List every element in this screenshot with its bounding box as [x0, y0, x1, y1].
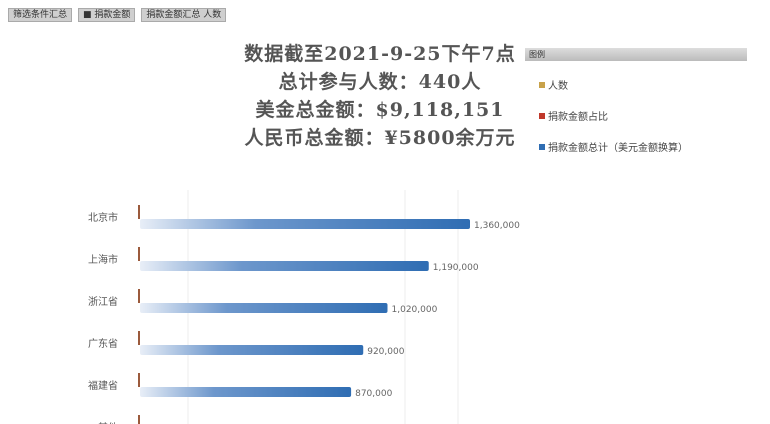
bar — [140, 387, 352, 397]
category-label: 北京市 — [88, 211, 118, 224]
count-marker — [138, 289, 140, 303]
bar — [140, 261, 429, 271]
bar — [140, 303, 388, 313]
legend-swatch — [539, 112, 545, 119]
legend: 图例 人数 捐款金额占比 捐款金额总计（美元金额换算） — [525, 48, 747, 154]
legend-label: 捐款金额占比 — [548, 112, 608, 123]
legend-label: 人数 — [548, 81, 568, 92]
value-label: 1,360,000 — [474, 221, 520, 231]
filter-chip[interactable]: 筛选条件汇总 — [8, 8, 73, 22]
count-marker — [138, 205, 140, 219]
legend-swatch — [539, 143, 545, 150]
value-label: 920,000 — [367, 347, 404, 357]
chart-header: 数据截至2021-9-25下午7点 总计参与人数：440人 美金总金额：$9,1… — [220, 40, 540, 152]
legend-title: 图例 — [525, 48, 747, 61]
header-line: 人民币总金额：¥5800余万元 — [244, 127, 516, 149]
category-label: 上海市 — [88, 253, 118, 266]
legend-item: 捐款金额占比 — [539, 108, 747, 123]
value-label: 1,190,000 — [433, 263, 479, 273]
category-label: 广东省 — [88, 337, 118, 350]
filter-chip[interactable]: 捐款金额汇总 人数 — [141, 8, 227, 22]
count-marker — [138, 247, 140, 261]
value-label: 1,020,000 — [392, 305, 438, 315]
header-line: 美金总金额：$9,118,151 — [255, 99, 505, 121]
count-marker — [138, 331, 140, 345]
legend-item: 人数 — [539, 77, 747, 92]
count-marker — [138, 415, 140, 424]
legend-item: 捐款金额总计（美元金额换算） — [539, 139, 747, 154]
bar — [140, 219, 470, 229]
filter-bar: 筛选条件汇总 ■ 捐款金额 捐款金额汇总 人数 — [8, 8, 227, 22]
category-label: 浙江省 — [88, 295, 118, 308]
value-label: 870,000 — [355, 389, 392, 399]
filter-chip[interactable]: ■ 捐款金额 — [78, 8, 136, 22]
legend-label: 捐款金额总计（美元金额换算） — [548, 143, 688, 154]
header-line: 数据截至2021-9-25下午7点 — [244, 43, 516, 65]
header-line: 总计参与人数：440人 — [278, 71, 482, 93]
category-label: 其他 — [98, 421, 118, 424]
category-label: 福建省 — [88, 379, 118, 392]
bar — [140, 345, 364, 355]
legend-swatch — [539, 81, 545, 88]
count-marker — [138, 373, 140, 387]
